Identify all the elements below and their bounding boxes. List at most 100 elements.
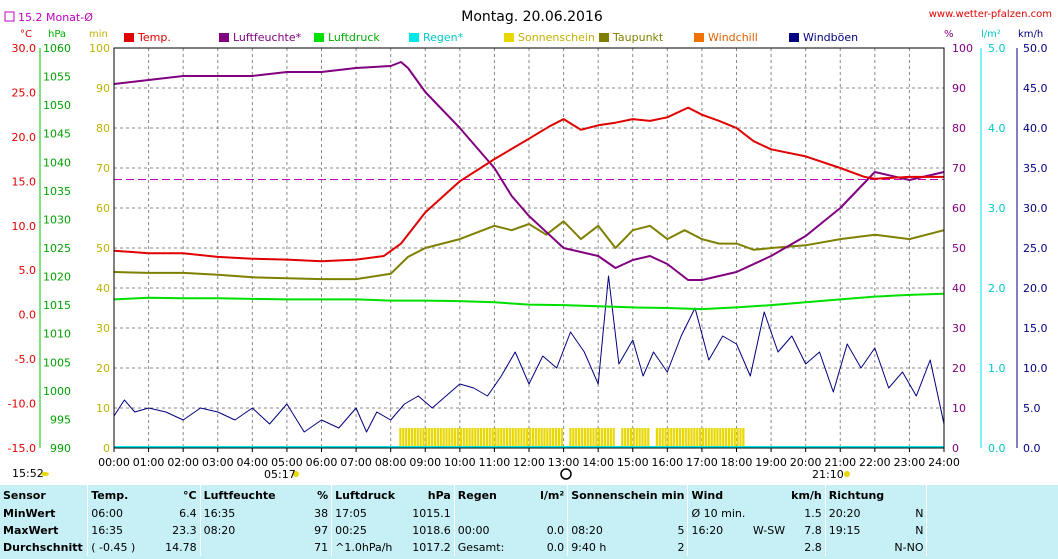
x-tick-label: 07:00 (340, 456, 372, 469)
header-direction: Richtung (824, 485, 927, 505)
sunshine-bar (724, 428, 728, 448)
sunshine-bar (560, 428, 563, 448)
pressure-tick: 1030 (43, 213, 71, 226)
sun-value: 5 (677, 524, 685, 537)
sunshine-bar (433, 428, 437, 448)
pressure-tick: 990 (50, 442, 71, 455)
statistics-panel: Sensor Temp. °C Luftfeuchte % Luftdruck … (0, 485, 1058, 559)
sun-time: 9:40 h (567, 539, 629, 556)
sunshine-bar (722, 428, 725, 448)
sunshine-bar (641, 428, 644, 448)
humidity-time (199, 539, 279, 556)
temp-unit: °C (20, 29, 32, 40)
x-tick-label: 17:00 (686, 456, 718, 469)
sunshine-bar (684, 428, 687, 448)
series-line-temp (113, 106, 944, 263)
header-sunshine: Sonnenschein min (567, 485, 688, 505)
x-tick-label: 04:00 (236, 456, 268, 469)
legend-label-gusts: Windböen (803, 31, 858, 44)
x-tick-label: 20:00 (790, 456, 822, 469)
percent-unit: % (944, 29, 954, 40)
sunshine-bar (428, 428, 431, 448)
sunshine-bar (491, 428, 494, 448)
sunshine-bar (508, 428, 512, 448)
series-line-luftfeuchte (113, 61, 945, 281)
legend-swatch-rain (409, 33, 419, 42)
sunshine-bar (488, 428, 491, 448)
humidity-value: 71 (314, 541, 329, 554)
x-tick-label: 10:00 (444, 456, 476, 469)
rain-time: 00:00 (453, 522, 514, 539)
sun-value (629, 505, 688, 522)
wind-tick: 10.0 (1023, 362, 1048, 375)
legend-label-humidity: Luftfeuchte* (233, 31, 302, 44)
sunshine-bar (439, 428, 442, 448)
pressure-tick: 1050 (43, 99, 71, 112)
sunshine-bar (554, 428, 558, 448)
rain-unit: l/m² (981, 29, 1001, 40)
minutes-tick: 70 (96, 162, 110, 175)
sunshine-bar (517, 428, 520, 448)
sunshine-bar (655, 428, 659, 448)
wind-value: 2.8 (804, 541, 822, 554)
legend-swatch-pressure (314, 33, 324, 42)
direction-time: 20:20 (824, 505, 881, 522)
sunshine-bar (477, 428, 480, 448)
minutes-tick: 40 (96, 282, 110, 295)
sunshine-bar (629, 428, 633, 448)
sunshine-bar (606, 428, 610, 448)
sunrise-marker (293, 471, 299, 477)
sunshine-bar (678, 428, 682, 448)
sunshine-bar (480, 428, 483, 448)
temp-tick: 15.0 (12, 175, 37, 188)
sunshine-bar (719, 428, 722, 448)
sunshine-bar (658, 428, 661, 448)
percent-tick: 70 (952, 162, 966, 175)
rain-tick: 5.0 (988, 42, 1006, 55)
percent-tick: 50 (952, 242, 966, 255)
sunshine-bar (407, 428, 411, 448)
site-link[interactable]: www.wetter-pfalzen.com (929, 9, 1052, 20)
sunshine-bars (399, 428, 745, 448)
minutes-unit: min (89, 29, 108, 40)
sunshine-bar (598, 428, 601, 448)
header-wind: Wind (687, 485, 789, 505)
legend-swatch-windchill (694, 33, 704, 42)
humidity-time: 08:20 (199, 522, 279, 539)
sunshine-bar (454, 428, 457, 448)
humidity-value: 38 (314, 507, 329, 520)
x-tick-label: 09:00 (409, 456, 441, 469)
weather-chart: 15.2 Monat-Ø Montag. 20.06.2016 www.wett… (4, 9, 1052, 481)
sun-time: 08:20 (567, 522, 629, 539)
sunshine-bar (405, 428, 408, 448)
pressure-tick: 1060 (43, 42, 71, 55)
pressure-value: 1018.6 (412, 524, 451, 537)
pressure-time: 00:25 (331, 522, 399, 539)
wind-tick: 25.0 (1023, 242, 1048, 255)
rain-tick: 0.0 (988, 442, 1006, 455)
pressure-tick: 1005 (43, 356, 71, 369)
sunshine-bar (699, 428, 702, 448)
sunshine-bar (704, 428, 707, 448)
x-tick-label: 15:00 (617, 456, 649, 469)
sunshine-bar (603, 428, 607, 448)
legend-label-temp: Temp. (137, 31, 171, 44)
sunshine-bar (410, 428, 414, 448)
header-humidity: Luftfeuchte (199, 485, 279, 505)
minutes-tick: 100 (89, 42, 110, 55)
sunshine-bar (690, 428, 693, 448)
pressure-tick: 995 (50, 413, 71, 426)
x-tick-label: 06:00 (306, 456, 338, 469)
sunshine-bar (456, 428, 460, 448)
x-tick-label: 22:00 (859, 456, 891, 469)
row-label: MinWert (3, 507, 56, 520)
sunshine-bar (482, 428, 486, 448)
pressure-tick: 1000 (43, 385, 71, 398)
wind-value: 7.8 (804, 524, 822, 537)
sunrise-time: 05:17 (264, 468, 296, 481)
x-tick-label: 05:00 (271, 456, 303, 469)
sunshine-bar (701, 428, 705, 448)
sunshine-bar (569, 428, 572, 448)
direction-value: N-NO (894, 541, 924, 554)
direction-time (824, 539, 881, 556)
